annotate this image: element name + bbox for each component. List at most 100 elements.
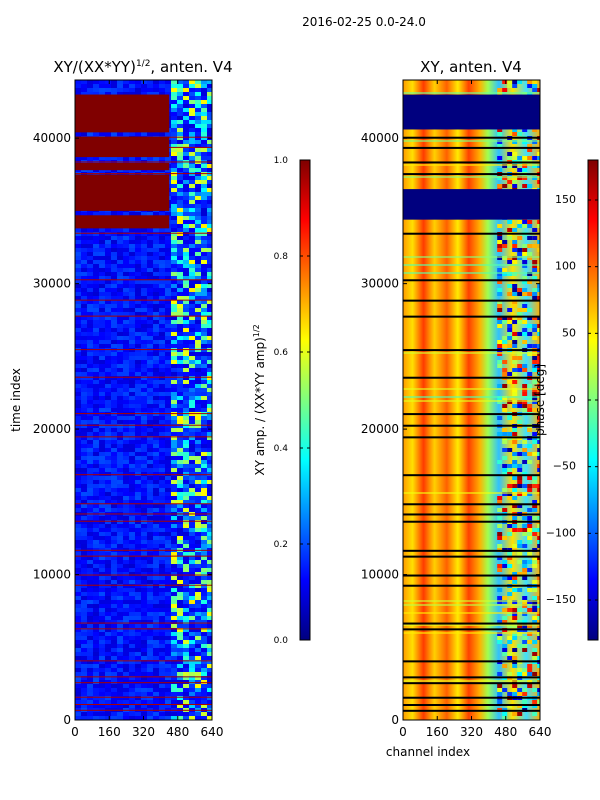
left-heatmap-cell (93, 452, 99, 456)
left-x-tick-label: 160 (98, 725, 121, 739)
left-heatmap-cell (81, 80, 87, 84)
left-heatmap-cell (159, 560, 165, 564)
left-heatmap-cell (201, 440, 207, 444)
left-heatmap-cell (123, 296, 129, 300)
left-heatmap-cell (105, 368, 111, 372)
left-heatmap-cell (207, 176, 212, 180)
left-heatmap-cell (99, 400, 105, 404)
left-heatmap-cell (123, 272, 129, 276)
left-heatmap-cell (117, 392, 123, 396)
right-heatmap-cell (522, 516, 528, 520)
left-heatmap-cell (159, 288, 165, 292)
left-heatmap-cell (129, 712, 135, 716)
left-heatmap-cell (141, 364, 147, 368)
left-heatmap-cell (105, 92, 111, 96)
right-heatmap-cell (512, 404, 518, 408)
left-heatmap-cell (75, 280, 81, 284)
left-heatmap-cell (207, 92, 212, 96)
left-heatmap-cell (123, 636, 129, 640)
left-heatmap-cell (195, 92, 201, 96)
left-heatmap-cell (195, 644, 201, 648)
left-heatmap-cell (195, 624, 201, 628)
left-heatmap-cell (129, 464, 135, 468)
left-heatmap-cell (87, 472, 93, 476)
left-heatmap-cell (189, 496, 195, 500)
left-heatmap-cell (81, 352, 87, 356)
left-heatmap-cell (201, 308, 207, 312)
left-heatmap-cell (171, 312, 177, 316)
left-heatmap-cell (99, 388, 105, 392)
left-heatmap-cell (81, 296, 87, 300)
left-heatmap-cell (207, 132, 212, 136)
left-heatmap-cell (135, 712, 141, 716)
left-heatmap-cell (123, 344, 129, 348)
right-heatmap-cell (512, 460, 518, 464)
left-heatmap-cell (141, 692, 147, 696)
right-heatmap-cell (497, 688, 503, 692)
left-heatmap-cell (189, 84, 195, 88)
right-heatmap-cell (497, 244, 503, 248)
left-heatmap-cell (201, 696, 207, 700)
left-heatmap-cell (183, 164, 189, 168)
right-heatmap-cell (522, 220, 528, 224)
left-heatmap-cell (105, 604, 111, 608)
right-heatmap-cell (517, 316, 523, 320)
left-heatmap-cell (111, 252, 117, 256)
left-heatmap-cell (93, 520, 99, 524)
left-heatmap-cell (171, 684, 177, 688)
left-heatmap-cell (141, 680, 147, 684)
left-heatmap-cell (141, 644, 147, 648)
right-heatmap-cell (502, 560, 508, 564)
right-heatmap-cell (537, 360, 540, 364)
left-heatmap-cell (141, 596, 147, 600)
left-heatmap-cell (153, 428, 159, 432)
left-heatmap-cell (189, 608, 195, 612)
left-heatmap-cell (195, 284, 201, 288)
left-heatmap-cell (93, 692, 99, 696)
right-heatmap-cell (537, 372, 540, 376)
left-heatmap-cell (153, 276, 159, 280)
left-heatmap-cell (189, 448, 195, 452)
left-heatmap-cell (177, 632, 183, 636)
left-heatmap-cell (135, 468, 141, 472)
left-heatmap-cell (189, 204, 195, 208)
left-heatmap-cell (207, 140, 212, 144)
cb2-tick-label: 0 (569, 393, 576, 406)
left-heatmap-cell (171, 444, 177, 448)
left-heatmap-cell (207, 508, 212, 512)
left-heatmap-cell (129, 272, 135, 276)
left-heatmap-cell (87, 664, 93, 668)
left-heatmap-cell (123, 352, 129, 356)
left-heatmap-cell (195, 476, 201, 480)
left-heatmap-cell (111, 360, 117, 364)
left-heatmap-cell (129, 540, 135, 544)
left-heatmap-cell (153, 524, 159, 528)
left-heatmap-cell (159, 684, 165, 688)
left-heatmap-cell (93, 332, 99, 336)
left-heatmap-cell (99, 288, 105, 292)
left-heatmap-cell (165, 80, 171, 84)
left-heatmap-cell (177, 132, 183, 136)
left-heatmap-cell (177, 264, 183, 268)
left-heatmap-cell (129, 684, 135, 688)
left-heatmap-cell (87, 696, 93, 700)
left-heatmap-cell (177, 208, 183, 212)
left-heatmap-cell (129, 704, 135, 708)
left-heatmap-cell (177, 380, 183, 384)
left-heatmap-cell (99, 264, 105, 268)
left-heatmap-cell (165, 236, 171, 240)
left-heatmap-cell (171, 208, 177, 212)
left-heatmap-cell (135, 260, 141, 264)
left-heatmap-cell (177, 300, 183, 304)
left-heatmap-cell (141, 684, 147, 688)
left-heatmap-cell (195, 212, 201, 216)
left-heatmap-cell (189, 648, 195, 652)
right-heatmap-cell (507, 380, 513, 384)
left-heatmap-cell (189, 288, 195, 292)
left-heatmap-cell (75, 552, 81, 556)
left-heatmap-cell (201, 216, 207, 220)
left-heatmap-cell (129, 380, 135, 384)
left-heatmap-cell (147, 368, 153, 372)
left-heatmap-cell (201, 396, 207, 400)
left-heatmap-cell (141, 432, 147, 436)
